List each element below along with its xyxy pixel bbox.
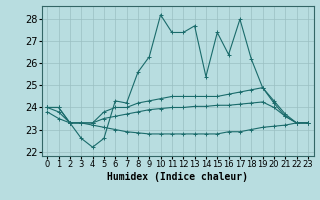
X-axis label: Humidex (Indice chaleur): Humidex (Indice chaleur) (107, 172, 248, 182)
